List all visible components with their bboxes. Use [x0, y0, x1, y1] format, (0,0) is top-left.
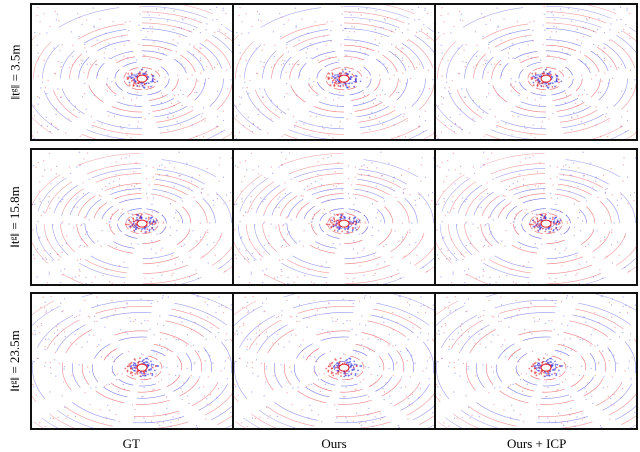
panel-gt-2	[32, 150, 234, 284]
point-cloud	[234, 294, 434, 428]
point-cloud	[436, 294, 636, 428]
result-row-2	[30, 148, 638, 286]
panel-ours-1	[234, 5, 436, 139]
point-cloud	[234, 151, 434, 284]
panel-gt-3	[32, 294, 234, 428]
point-cloud	[32, 151, 232, 284]
panel-ours-icp-3	[436, 294, 636, 428]
result-row-3	[30, 292, 638, 430]
column-label-ours-icp: Ours + ICP	[507, 436, 567, 451]
column-labels: GT Ours Ours + ICP	[30, 436, 638, 452]
row-label-1: ‖tᵍ‖ = 3.5m	[7, 44, 23, 100]
column-label-ours: Ours	[321, 436, 347, 451]
panel-gt-1	[32, 5, 234, 139]
result-row-1	[30, 3, 638, 141]
point-cloud	[234, 5, 434, 139]
row-label-3: ‖tᵍ‖ = 23.5m	[7, 330, 23, 392]
panel-ours-icp-1	[436, 5, 636, 139]
row-label-2: ‖tᵍ‖ = 15.8m	[7, 186, 23, 248]
panel-ours-3	[234, 294, 436, 428]
column-label-gt: GT	[122, 436, 140, 451]
panel-ours-2	[234, 150, 436, 284]
panel-ours-icp-2	[436, 150, 636, 284]
point-cloud	[32, 294, 232, 428]
point-cloud	[436, 5, 636, 139]
point-cloud	[436, 151, 636, 284]
point-cloud	[32, 5, 232, 139]
